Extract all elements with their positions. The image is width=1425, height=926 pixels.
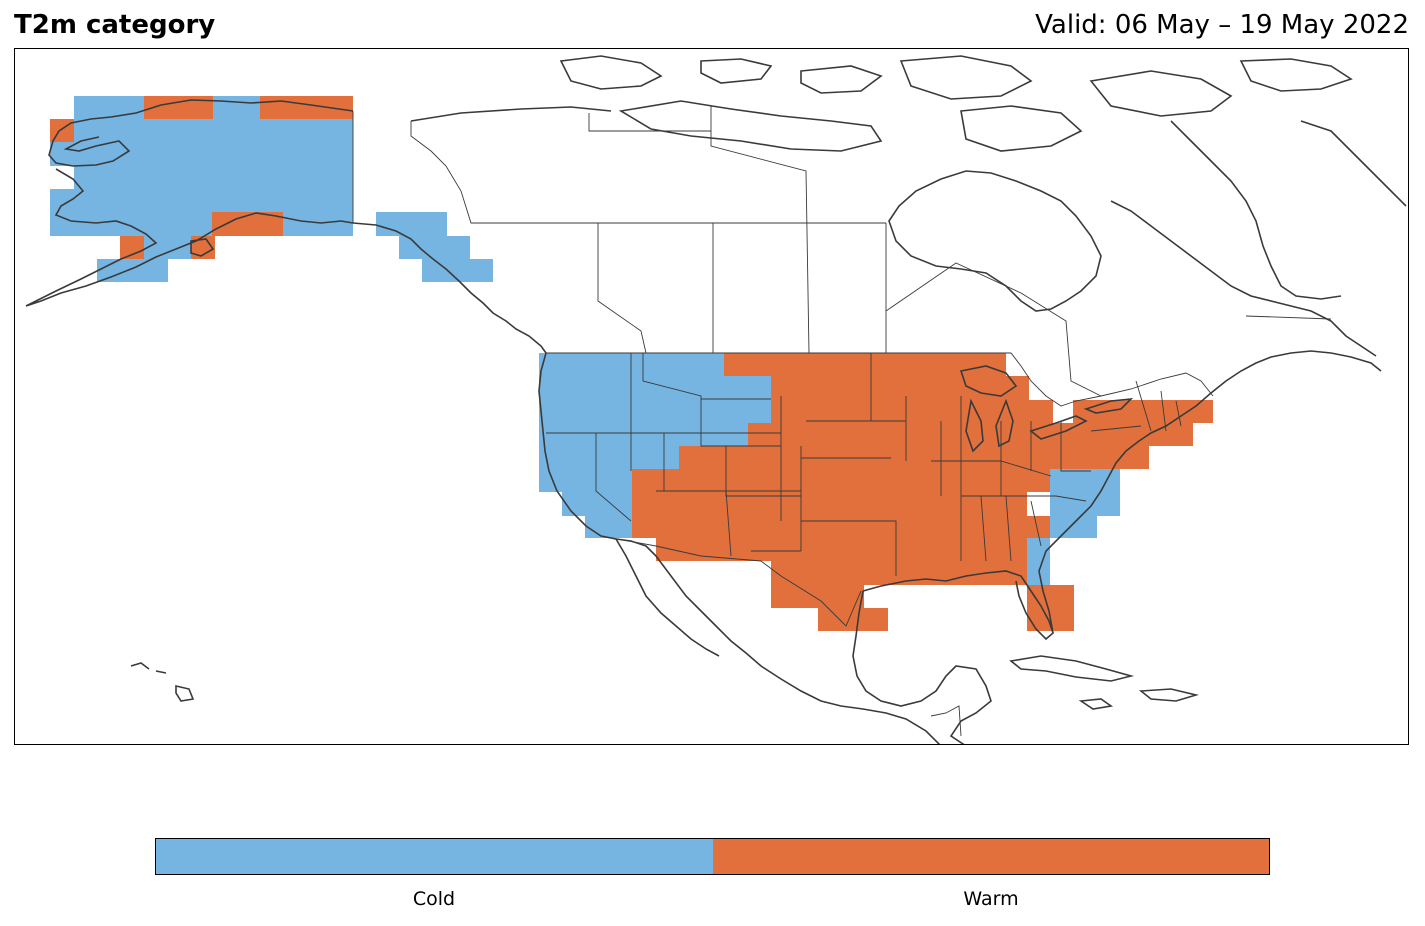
grid-cell-cold xyxy=(539,446,679,469)
grid-cell-warm xyxy=(632,469,1050,492)
grid-cell-cold xyxy=(701,423,748,446)
grid-cell-cold xyxy=(399,236,470,259)
grid-cell-warm xyxy=(120,236,144,259)
grid-cell-warm xyxy=(656,516,1053,538)
grid-cell-cold xyxy=(74,96,144,119)
legend-swatch-cold xyxy=(156,839,713,874)
grid-cell-warm xyxy=(632,516,656,538)
grid-cell-cold xyxy=(74,119,353,142)
map-canvas xyxy=(25,55,1407,744)
legend-swatch-warm xyxy=(712,839,1269,874)
grid-cell-cold xyxy=(50,189,353,212)
map-title: T2m category xyxy=(14,10,216,40)
grid-cell-warm xyxy=(771,400,1053,423)
grid-cell-warm xyxy=(771,376,1029,400)
grid-cell-cold xyxy=(213,96,260,119)
grid-cell-warm xyxy=(656,538,1028,561)
coastlines xyxy=(25,55,1407,744)
grid-cell-cold xyxy=(539,423,701,446)
map-panel xyxy=(14,48,1409,745)
grid-cell-cold xyxy=(539,400,701,423)
grid-cell-warm xyxy=(771,585,864,608)
grid-cell-cold xyxy=(50,212,212,236)
grid-cell-warm xyxy=(144,96,213,119)
grid-cell-cold xyxy=(539,469,632,492)
grid-cell-cold xyxy=(539,376,771,400)
grid-cell-cold xyxy=(50,142,353,166)
legend-label-warm: Warm xyxy=(963,888,1019,910)
grid-cell-cold xyxy=(283,212,353,236)
legend-colorbar xyxy=(155,838,1270,875)
grid-cell-cold xyxy=(74,166,353,189)
grid-cell-warm xyxy=(191,236,215,259)
legend-label-cold: Cold xyxy=(412,888,456,910)
grid-cell-cold xyxy=(376,212,447,236)
grid-cell-cold xyxy=(1050,469,1120,492)
grid-cell-warm xyxy=(260,96,353,119)
political-borders xyxy=(352,106,1332,737)
grid-cell-warm xyxy=(748,423,1193,446)
grid-cell-cold xyxy=(539,353,724,376)
grid-cell-cold xyxy=(701,400,771,423)
grid-cell-cold xyxy=(585,516,632,538)
category-cells xyxy=(50,96,1213,631)
grid-cell-cold xyxy=(1027,561,1050,585)
grid-cell-cold xyxy=(1050,516,1097,538)
grid-cell-warm xyxy=(679,446,1149,469)
grid-cell-warm xyxy=(724,353,1006,376)
valid-period: Valid: 06 May – 19 May 2022 xyxy=(1035,10,1409,40)
